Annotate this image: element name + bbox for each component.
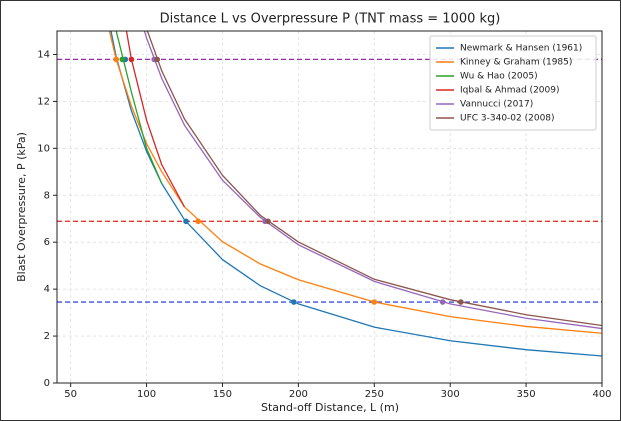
- grid: [57, 31, 603, 384]
- marker: [371, 299, 378, 305]
- marker: [119, 56, 126, 63]
- x-tick-label: 100: [137, 389, 156, 400]
- axes-frame: [56, 30, 603, 384]
- legend-label: Wu & Hao (2005): [460, 72, 538, 82]
- marker: [291, 299, 297, 305]
- series-line: [143, 31, 602, 330]
- plot-area: [57, 31, 602, 357]
- y-tick-label: 8: [44, 190, 50, 201]
- legend-label: Vannucci (2017): [460, 100, 533, 110]
- legend: Newmark & Hansen (1961) Kinney & Graham (…: [429, 35, 597, 131]
- marker: [113, 56, 120, 63]
- legend-label: Newmark & Hansen (1961): [460, 44, 582, 54]
- y-tick-label: 10: [37, 143, 50, 154]
- series-line: [125, 31, 186, 208]
- y-tick-label: 2: [44, 331, 50, 342]
- marker: [183, 218, 189, 225]
- marker: [439, 299, 446, 305]
- ticks: 50 100 150 200 250 300 350 400 0 2 4 6 8 10 12 14: [37, 49, 611, 400]
- y-axis-label: Blast Overpressure, P (kPa): [15, 132, 28, 282]
- legend-label: Iqbal & Ahmad (2009): [460, 86, 559, 96]
- marker: [154, 56, 160, 63]
- chart-title: Distance L vs Overpressure P (TNT mass =…: [160, 12, 501, 27]
- x-tick-label: 50: [64, 389, 77, 400]
- legend-label: Kinney & Graham (1985): [460, 58, 572, 68]
- marker: [458, 299, 464, 305]
- x-tick-label: 250: [365, 389, 384, 400]
- y-tick-label: 6: [44, 237, 50, 248]
- x-tick-label: 400: [592, 389, 611, 400]
- marker: [128, 56, 135, 63]
- legend-box: [429, 35, 597, 131]
- x-tick-label: 150: [213, 389, 232, 400]
- x-axis-label: Stand-off Distance, L (m): [261, 401, 399, 414]
- marker: [265, 218, 271, 225]
- x-tick-label: 200: [289, 389, 308, 400]
- y-tick-label: 12: [37, 96, 50, 107]
- marker: [195, 218, 201, 225]
- x-tick-label: 350: [517, 389, 536, 400]
- y-tick-label: 0: [44, 378, 50, 389]
- y-tick-label: 4: [44, 284, 50, 295]
- x-tick-label: 300: [441, 389, 460, 400]
- y-tick-label: 14: [37, 49, 50, 60]
- legend-label: UFC 3-340-02 (2008): [460, 114, 555, 124]
